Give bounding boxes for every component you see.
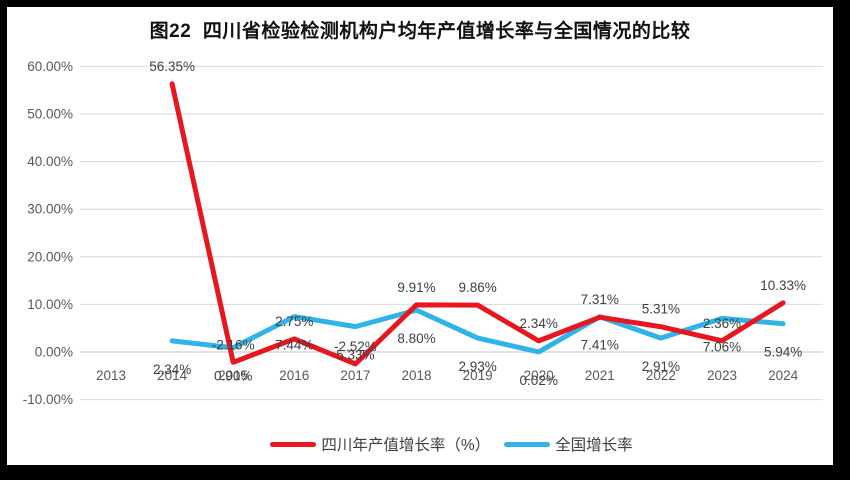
x-tick-label: 2013 bbox=[96, 368, 126, 383]
x-tick-label: 2014 bbox=[157, 368, 188, 383]
y-tick-label: 60.00% bbox=[27, 59, 73, 74]
legend-item: 全国增长率 bbox=[504, 433, 633, 455]
legend-item: 四川年产值增长率（%） bbox=[270, 433, 490, 455]
x-tick-label: 2021 bbox=[585, 368, 615, 383]
x-tick-label: 2015 bbox=[218, 368, 248, 383]
data-label: -2.52% bbox=[334, 339, 377, 354]
data-label: 2.75% bbox=[275, 314, 313, 329]
data-label: 8.80% bbox=[397, 331, 435, 346]
y-tick-label: 40.00% bbox=[27, 154, 73, 169]
data-label: 9.86% bbox=[458, 280, 496, 295]
y-tick-label: 10.00% bbox=[27, 297, 73, 312]
legend-label: 四川年产值增长率（%） bbox=[321, 437, 491, 454]
data-label: 2.34% bbox=[153, 362, 191, 377]
x-tick-label: 2019 bbox=[463, 368, 493, 383]
data-label: 2.93% bbox=[458, 359, 496, 374]
y-tick-label: 0.00% bbox=[35, 345, 73, 360]
data-label: 7.44% bbox=[275, 338, 313, 353]
y-tick-label: 50.00% bbox=[27, 107, 73, 122]
data-label: 7.31% bbox=[581, 292, 619, 307]
y-tick-label: 30.00% bbox=[27, 202, 73, 217]
data-label: 2.36% bbox=[703, 316, 741, 331]
legend-swatch bbox=[270, 441, 317, 447]
x-tick-label: 2016 bbox=[279, 368, 309, 383]
x-tick-label: 2018 bbox=[401, 368, 431, 383]
x-tick-label: 2020 bbox=[524, 368, 554, 383]
x-tick-label: 2022 bbox=[646, 368, 676, 383]
data-label: 5.33% bbox=[336, 348, 374, 363]
x-tick-label: 2017 bbox=[340, 368, 370, 383]
chart-title: 图22 四川省检验检测机构户均年产值增长率与全国情况的比较 bbox=[149, 21, 691, 42]
y-tick-label: -10.00% bbox=[23, 392, 73, 407]
data-label: 5.31% bbox=[642, 302, 680, 317]
data-label: 5.94% bbox=[764, 345, 802, 360]
line-chart: 60.00% 50.00% 40.00% 30.00% 20.00% 10.00% 0.00… bbox=[23, 59, 823, 407]
x-tick-label: 2024 bbox=[768, 368, 799, 383]
data-label: -2.16% bbox=[212, 337, 255, 352]
data-label: 7.06% bbox=[703, 339, 741, 354]
data-label: 56.35% bbox=[149, 59, 195, 74]
legend-label: 全国增长率 bbox=[555, 437, 633, 454]
data-label: 10.33% bbox=[760, 278, 806, 293]
y-tick-label: 20.00% bbox=[27, 249, 73, 264]
legend-swatch bbox=[504, 441, 551, 447]
data-label: 0.90% bbox=[214, 369, 252, 384]
data-label: 0.02% bbox=[520, 373, 558, 388]
chart-surface: 图22 四川省检验检测机构户均年产值增长率与全国情况的比较 60.00% 50.0… bbox=[7, 7, 833, 465]
series-line bbox=[169, 307, 786, 355]
data-label: 9.91% bbox=[397, 280, 435, 295]
data-label: 7.41% bbox=[581, 338, 619, 353]
chart-legend: 四川年产值增长率（%） 全国增长率 bbox=[80, 431, 823, 457]
series-line bbox=[169, 81, 786, 367]
x-tick-label: 2023 bbox=[707, 368, 737, 383]
data-label: 2.91% bbox=[642, 359, 680, 374]
data-label: 2.34% bbox=[520, 316, 558, 331]
